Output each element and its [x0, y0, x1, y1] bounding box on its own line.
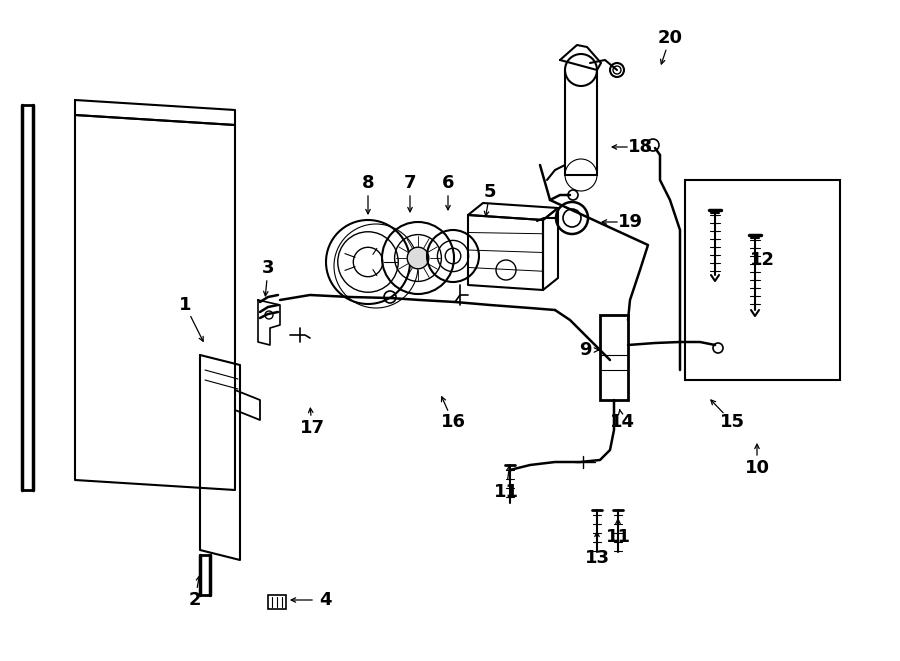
Text: 5: 5	[484, 183, 496, 201]
Text: 18: 18	[627, 138, 652, 156]
Text: 10: 10	[744, 459, 770, 477]
Text: 8: 8	[362, 174, 374, 192]
Text: 19: 19	[617, 213, 643, 231]
Text: 16: 16	[440, 413, 465, 431]
Text: 3: 3	[262, 259, 274, 277]
Text: 20: 20	[658, 29, 682, 47]
Text: 15: 15	[719, 413, 744, 431]
Text: 6: 6	[442, 174, 454, 192]
Text: 4: 4	[319, 591, 331, 609]
Text: 9: 9	[579, 341, 591, 359]
Text: 12: 12	[750, 251, 775, 269]
Text: 1: 1	[179, 296, 191, 314]
Text: 14: 14	[609, 413, 634, 431]
Bar	[685, 180, 840, 380]
Bar	[268, 595, 286, 609]
Text: 17: 17	[300, 419, 325, 437]
Text: 11: 11	[493, 483, 518, 501]
Text: 2: 2	[189, 591, 202, 609]
Text: 13: 13	[584, 549, 609, 567]
Circle shape	[407, 247, 428, 269]
Text: 7: 7	[404, 174, 416, 192]
Bar	[600, 315, 628, 400]
Text: 11: 11	[606, 528, 631, 546]
